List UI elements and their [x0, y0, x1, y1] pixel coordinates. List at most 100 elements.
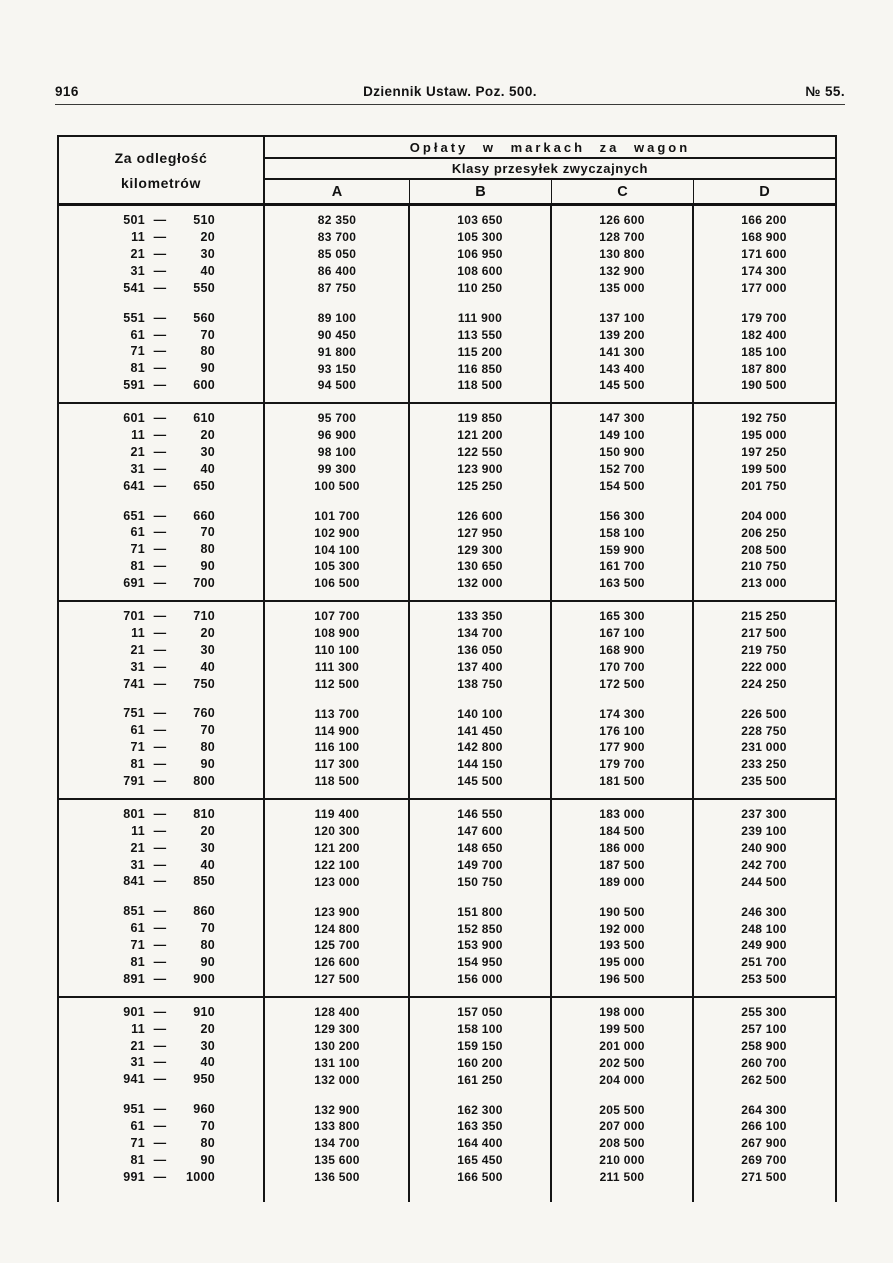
- km-dash: —: [153, 427, 167, 442]
- table-row: 81 — 90 93 150 116 850 143 400 187 800: [59, 360, 835, 377]
- fee-value: 206 250: [741, 525, 787, 540]
- fee-value: 149 100: [599, 428, 645, 443]
- km-from: 501: [123, 213, 145, 228]
- table-header: Za odległość kilometrów Opłaty w markach…: [59, 137, 835, 206]
- km-to: 20: [200, 230, 215, 245]
- fee-value: 231 000: [741, 740, 787, 755]
- fee-value: 110 250: [457, 281, 503, 295]
- fee-value: 85 050: [317, 247, 357, 262]
- fee-value: 133 800: [314, 1119, 360, 1134]
- fee-value: 260 700: [741, 1055, 787, 1070]
- fee-value: 134 700: [314, 1136, 360, 1151]
- km-dash: —: [153, 625, 167, 640]
- fee-value: 140 100: [457, 706, 503, 721]
- km-from: 11: [131, 625, 145, 640]
- table-row: 81 — 90 135 600 165 450 210 000 269 700: [59, 1152, 835, 1169]
- table-row: 71 — 80 125 700 153 900 193 500 249 900: [59, 937, 835, 954]
- km-from: 31: [130, 263, 145, 278]
- fee-value: 262 500: [741, 1072, 787, 1087]
- group-gap: [59, 296, 835, 309]
- km-to: 90: [200, 757, 215, 772]
- fee-value: 128 700: [599, 230, 645, 245]
- fee-value: 249 900: [741, 938, 787, 953]
- tariff-table: Za odległość kilometrów Opłaty w markach…: [57, 135, 837, 1202]
- km-dash: —: [153, 904, 167, 919]
- fee-value: 150 900: [599, 445, 645, 460]
- km-dash: —: [153, 774, 167, 789]
- table-row: 11 — 20 83 700 105 300 128 700 168 900: [59, 229, 835, 246]
- km-range: 21 — 30: [59, 842, 265, 855]
- fee-value: 103 650: [457, 213, 503, 228]
- km-from: 61: [130, 327, 145, 342]
- fee-value: 258 900: [741, 1038, 787, 1053]
- fee-value: 91 800: [317, 344, 357, 359]
- fee-value: 172 500: [599, 676, 645, 691]
- fee-value: 153 900: [457, 938, 503, 953]
- fee-value: 253 500: [741, 972, 787, 987]
- fee-value: 159 150: [457, 1038, 503, 1053]
- group-gap: [59, 890, 835, 903]
- km-range: 81 — 90: [59, 1154, 265, 1167]
- fee-value: 127 950: [457, 525, 503, 540]
- table-row: 951 — 960 132 900 162 300 205 500 264 300: [59, 1101, 835, 1118]
- group-gap: [59, 1088, 835, 1101]
- fee-value: 111 900: [457, 310, 503, 325]
- km-to: 80: [200, 344, 215, 359]
- header-rule: [55, 104, 845, 105]
- km-to: 650: [193, 478, 215, 493]
- km-range: 801 — 810: [59, 808, 265, 821]
- km-range: 11 — 20: [59, 627, 265, 640]
- fee-value: 118 500: [457, 378, 503, 393]
- km-dash: —: [153, 706, 167, 721]
- km-to: 910: [193, 1004, 215, 1019]
- fee-value: 190 500: [599, 904, 645, 919]
- table-row: 941 — 950 132 000 161 250 204 000 262 500: [59, 1071, 835, 1088]
- km-from: 81: [130, 757, 145, 772]
- fee-value: 163 350: [457, 1119, 503, 1134]
- fee-value: 121 200: [314, 840, 360, 855]
- km-range: 71 — 80: [59, 741, 265, 754]
- table-row: 71 — 80 116 100 142 800 177 900 231 000: [59, 739, 835, 756]
- fee-value: 133 350: [457, 609, 503, 624]
- km-range: 991 — 1000: [59, 1171, 265, 1184]
- fee-value: 176 100: [599, 723, 645, 738]
- fee-value: 197 250: [741, 445, 787, 460]
- km-dash: —: [153, 213, 167, 228]
- km-to: 40: [200, 1055, 215, 1070]
- fee-value: 82 350: [317, 213, 357, 228]
- km-to: 610: [193, 411, 215, 426]
- table-row: 31 — 40 111 300 137 400 170 700 222 000: [59, 658, 835, 675]
- fee-value: 148 650: [457, 840, 503, 855]
- group-gap: [59, 494, 835, 507]
- fee-value: 166 500: [457, 1170, 503, 1185]
- table-row: 61 — 70 90 450 113 550 139 200 182 400: [59, 326, 835, 343]
- fee-value: 248 100: [741, 921, 787, 936]
- km-from: 851: [123, 904, 145, 919]
- km-range: 651 — 660: [59, 510, 265, 523]
- km-range: 61 — 70: [59, 1120, 265, 1133]
- km-range: 21 — 30: [59, 248, 265, 261]
- fee-value: 164 400: [457, 1136, 503, 1151]
- km-dash: —: [153, 411, 167, 426]
- km-to: 660: [193, 508, 215, 523]
- fee-value: 174 300: [741, 264, 787, 279]
- km-from: 11: [131, 823, 145, 838]
- km-dash: —: [153, 806, 167, 821]
- fee-value: 119 850: [457, 411, 503, 426]
- fee-value: 215 250: [741, 609, 787, 624]
- fee-value: 129 300: [457, 542, 503, 557]
- km-range: 21 — 30: [59, 644, 265, 657]
- table-row: 691 — 700 106 500 132 000 163 500 213 000: [59, 575, 835, 592]
- fee-value: 141 450: [457, 723, 503, 738]
- fee-value: 149 700: [457, 857, 503, 872]
- table-row: 801 — 810 119 400 146 550 183 000 237 300: [59, 806, 835, 823]
- km-to: 20: [200, 625, 215, 640]
- km-dash: —: [153, 1004, 167, 1019]
- km-range: 501 — 510: [59, 214, 265, 227]
- km-dash: —: [153, 823, 167, 838]
- fee-value: 119 400: [314, 807, 360, 822]
- km-from: 61: [130, 1119, 145, 1134]
- fee-value: 205 500: [599, 1102, 645, 1117]
- km-dash: —: [153, 1021, 167, 1036]
- km-from: 71: [130, 344, 145, 359]
